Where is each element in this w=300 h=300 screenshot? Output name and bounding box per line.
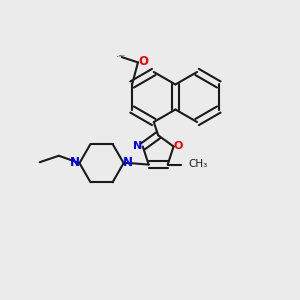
Text: O: O [138,55,148,68]
Text: N: N [70,156,80,169]
Text: CH₃: CH₃ [188,159,208,169]
Text: methoxy: methoxy [116,55,123,56]
Text: N: N [134,141,143,151]
Text: N: N [123,156,133,169]
Text: methoxy: methoxy [119,55,125,56]
Text: methoxy: methoxy [120,55,127,56]
Text: O: O [174,141,183,151]
